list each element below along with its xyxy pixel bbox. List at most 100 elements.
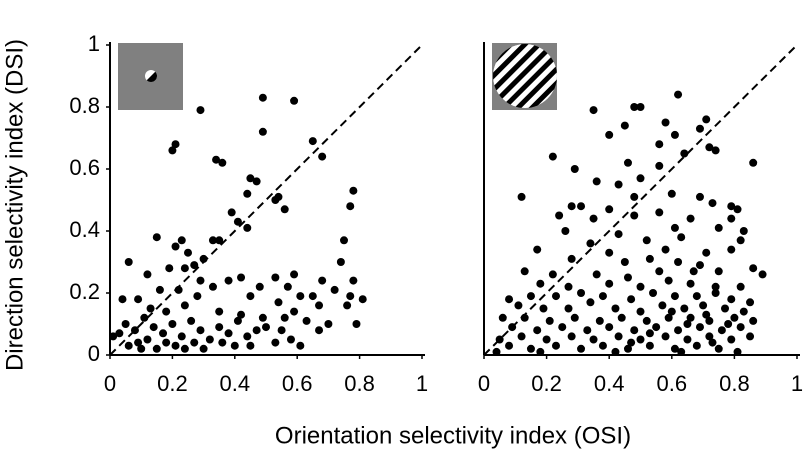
point bbox=[536, 279, 545, 288]
point bbox=[661, 118, 670, 127]
point bbox=[155, 285, 164, 294]
point bbox=[736, 282, 745, 291]
point bbox=[614, 332, 623, 341]
x-tick-label: 0.2 bbox=[531, 371, 562, 396]
y-tick-label: 1 bbox=[88, 31, 100, 56]
point bbox=[642, 236, 651, 245]
y-tick-label: 0.4 bbox=[69, 217, 100, 242]
point bbox=[692, 341, 701, 350]
point bbox=[346, 292, 355, 301]
point bbox=[702, 115, 711, 124]
point bbox=[730, 313, 739, 322]
point bbox=[352, 320, 361, 328]
point bbox=[340, 236, 348, 245]
point bbox=[318, 152, 327, 161]
y-tick-label: 0.8 bbox=[69, 93, 100, 118]
point bbox=[180, 264, 189, 273]
point bbox=[109, 332, 118, 341]
point bbox=[724, 320, 733, 328]
point bbox=[630, 326, 639, 335]
point bbox=[695, 323, 704, 332]
point bbox=[159, 329, 168, 338]
identity-line bbox=[483, 44, 798, 356]
point bbox=[218, 158, 227, 167]
point bbox=[592, 270, 601, 279]
x-tick-label: 0.2 bbox=[157, 371, 188, 396]
point bbox=[705, 316, 714, 325]
point bbox=[683, 335, 692, 344]
point bbox=[187, 316, 196, 325]
point bbox=[286, 335, 295, 344]
point bbox=[246, 292, 255, 301]
point bbox=[296, 292, 305, 301]
point bbox=[692, 292, 701, 301]
point bbox=[237, 273, 246, 282]
point bbox=[567, 254, 576, 263]
x-tick-label: 0.4 bbox=[594, 371, 625, 396]
point bbox=[533, 326, 542, 335]
point bbox=[208, 282, 217, 291]
point bbox=[605, 130, 614, 139]
x-tick-label: 0.8 bbox=[344, 371, 375, 396]
point bbox=[215, 236, 224, 245]
point bbox=[661, 332, 670, 341]
point bbox=[630, 192, 639, 201]
point bbox=[180, 301, 189, 310]
point bbox=[683, 320, 692, 328]
point bbox=[115, 329, 124, 338]
point bbox=[695, 124, 704, 133]
point bbox=[520, 313, 529, 322]
point bbox=[623, 273, 632, 282]
point bbox=[130, 326, 139, 335]
point bbox=[642, 316, 651, 325]
point bbox=[627, 338, 636, 347]
point bbox=[645, 329, 654, 338]
point bbox=[577, 344, 586, 353]
point bbox=[605, 279, 614, 288]
point bbox=[243, 189, 252, 198]
point bbox=[652, 323, 661, 332]
point bbox=[205, 335, 214, 344]
point bbox=[199, 254, 208, 263]
point bbox=[564, 282, 573, 291]
point bbox=[533, 245, 542, 254]
point bbox=[605, 323, 614, 332]
point bbox=[152, 233, 161, 242]
identity-line bbox=[109, 44, 423, 356]
point bbox=[733, 205, 742, 214]
point bbox=[627, 295, 636, 304]
point bbox=[224, 329, 233, 338]
point bbox=[258, 93, 267, 102]
point bbox=[517, 192, 526, 201]
point bbox=[212, 155, 221, 164]
point bbox=[243, 223, 252, 232]
point bbox=[614, 180, 623, 189]
point bbox=[636, 307, 645, 316]
point bbox=[548, 270, 557, 279]
point bbox=[308, 292, 317, 301]
point bbox=[636, 282, 645, 291]
point bbox=[196, 276, 205, 285]
point bbox=[193, 292, 202, 301]
point bbox=[274, 298, 283, 307]
point bbox=[645, 254, 654, 263]
point bbox=[711, 289, 720, 297]
point bbox=[664, 313, 673, 322]
point bbox=[611, 304, 620, 313]
point bbox=[343, 301, 352, 310]
point bbox=[124, 341, 133, 350]
point bbox=[670, 130, 679, 139]
point bbox=[162, 307, 171, 316]
point bbox=[708, 338, 717, 347]
point bbox=[520, 267, 529, 276]
point bbox=[711, 146, 720, 155]
point bbox=[564, 304, 573, 313]
point bbox=[714, 344, 723, 353]
point bbox=[302, 316, 311, 325]
point bbox=[118, 295, 127, 304]
y-tick-label: 0 bbox=[88, 341, 100, 366]
y-tick-label: 0.2 bbox=[69, 279, 100, 304]
point bbox=[536, 347, 545, 356]
point bbox=[218, 338, 227, 347]
